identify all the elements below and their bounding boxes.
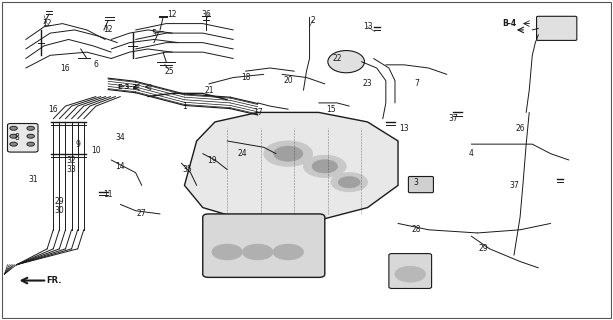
Text: 7: 7 — [414, 79, 419, 88]
Text: 27: 27 — [137, 209, 147, 219]
Text: 4: 4 — [469, 149, 474, 158]
Text: 34: 34 — [115, 133, 125, 142]
Polygon shape — [185, 112, 398, 220]
Text: 12: 12 — [167, 10, 177, 19]
Text: 12: 12 — [104, 25, 113, 35]
Ellipse shape — [328, 51, 365, 73]
Text: 30: 30 — [55, 206, 64, 215]
Text: 2: 2 — [310, 16, 315, 25]
Text: 37: 37 — [509, 181, 519, 190]
Circle shape — [331, 173, 368, 192]
Text: 19: 19 — [207, 156, 217, 164]
FancyBboxPatch shape — [389, 253, 432, 288]
Text: 24: 24 — [238, 149, 247, 158]
Text: 25: 25 — [164, 67, 174, 76]
Text: 20: 20 — [283, 76, 293, 85]
Text: 6: 6 — [94, 60, 99, 69]
Text: 13: 13 — [399, 124, 409, 133]
Text: 11: 11 — [104, 190, 113, 199]
Text: 28: 28 — [411, 225, 421, 234]
Circle shape — [27, 126, 34, 130]
FancyBboxPatch shape — [408, 177, 433, 193]
Text: 1: 1 — [182, 101, 187, 111]
Circle shape — [10, 134, 17, 138]
Text: 37: 37 — [448, 114, 458, 123]
Text: 5: 5 — [151, 28, 156, 38]
Text: 35: 35 — [183, 165, 192, 174]
Text: 10: 10 — [91, 146, 101, 155]
Text: 18: 18 — [241, 73, 250, 82]
Circle shape — [395, 266, 425, 282]
Text: 8: 8 — [14, 133, 19, 142]
Circle shape — [338, 177, 360, 188]
Text: 33: 33 — [67, 165, 77, 174]
Circle shape — [10, 126, 17, 130]
Text: 23: 23 — [363, 79, 372, 88]
Text: 26: 26 — [516, 124, 525, 133]
Text: 29: 29 — [479, 244, 489, 253]
Circle shape — [27, 142, 34, 146]
Circle shape — [212, 244, 242, 260]
Text: 17: 17 — [253, 108, 262, 117]
Text: 3: 3 — [414, 178, 419, 187]
Text: 31: 31 — [28, 174, 38, 184]
Text: 21: 21 — [204, 86, 213, 95]
Circle shape — [242, 244, 273, 260]
Text: 16: 16 — [48, 105, 58, 114]
Text: 14: 14 — [116, 162, 125, 171]
Circle shape — [264, 141, 313, 166]
FancyBboxPatch shape — [536, 16, 577, 40]
Text: 29: 29 — [55, 197, 64, 206]
Text: 9: 9 — [75, 140, 80, 148]
Text: 15: 15 — [326, 105, 336, 114]
FancyBboxPatch shape — [203, 214, 325, 277]
Circle shape — [27, 134, 34, 138]
Circle shape — [303, 155, 346, 178]
Text: FR.: FR. — [46, 276, 61, 285]
Text: 32: 32 — [67, 156, 77, 164]
Circle shape — [273, 146, 303, 161]
Text: 36: 36 — [201, 10, 211, 19]
FancyBboxPatch shape — [7, 124, 38, 152]
Text: 13: 13 — [363, 22, 372, 31]
Text: B-4: B-4 — [502, 19, 516, 28]
Text: 22: 22 — [332, 54, 342, 63]
Text: 16: 16 — [61, 63, 70, 73]
Circle shape — [273, 244, 303, 260]
Text: 12: 12 — [42, 19, 52, 28]
Text: E-3-2: E-3-2 — [117, 84, 137, 90]
Circle shape — [312, 160, 338, 173]
Circle shape — [10, 142, 17, 146]
